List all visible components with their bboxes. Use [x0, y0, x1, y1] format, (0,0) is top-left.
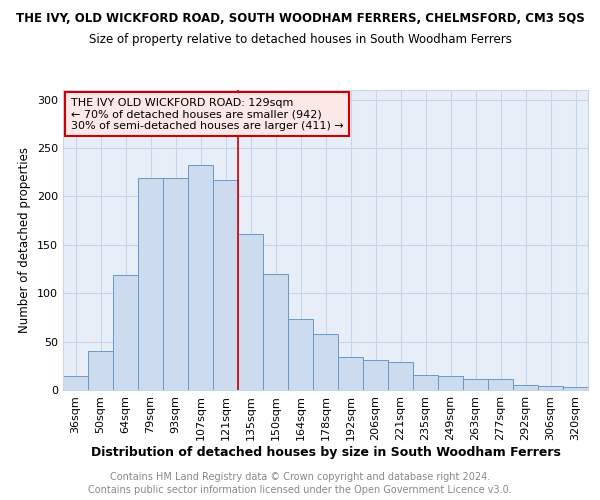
- Bar: [388, 362, 413, 390]
- Bar: [413, 376, 437, 390]
- Text: Size of property relative to detached houses in South Woodham Ferrers: Size of property relative to detached ho…: [89, 32, 511, 46]
- Bar: [514, 385, 538, 390]
- Bar: [88, 352, 113, 390]
- Bar: [289, 320, 313, 390]
- Bar: [439, 376, 463, 390]
- Bar: [139, 178, 163, 390]
- Bar: [263, 274, 287, 390]
- X-axis label: Distribution of detached houses by size in South Woodham Ferrers: Distribution of detached houses by size …: [91, 446, 560, 458]
- Bar: [364, 360, 388, 390]
- Bar: [188, 164, 212, 390]
- Text: Contains public sector information licensed under the Open Government Licence v3: Contains public sector information licen…: [88, 485, 512, 495]
- Text: THE IVY OLD WICKFORD ROAD: 129sqm
← 70% of detached houses are smaller (942)
30%: THE IVY OLD WICKFORD ROAD: 129sqm ← 70% …: [71, 98, 344, 130]
- Bar: [338, 357, 362, 390]
- Bar: [163, 178, 188, 390]
- Bar: [238, 234, 263, 390]
- Text: THE IVY, OLD WICKFORD ROAD, SOUTH WOODHAM FERRERS, CHELMSFORD, CM3 5QS: THE IVY, OLD WICKFORD ROAD, SOUTH WOODHA…: [16, 12, 584, 26]
- Bar: [313, 334, 338, 390]
- Text: Contains HM Land Registry data © Crown copyright and database right 2024.: Contains HM Land Registry data © Crown c…: [110, 472, 490, 482]
- Bar: [463, 380, 488, 390]
- Bar: [64, 376, 88, 390]
- Y-axis label: Number of detached properties: Number of detached properties: [19, 147, 31, 333]
- Bar: [538, 386, 563, 390]
- Bar: [214, 180, 238, 390]
- Bar: [113, 275, 137, 390]
- Bar: [488, 380, 512, 390]
- Bar: [563, 387, 587, 390]
